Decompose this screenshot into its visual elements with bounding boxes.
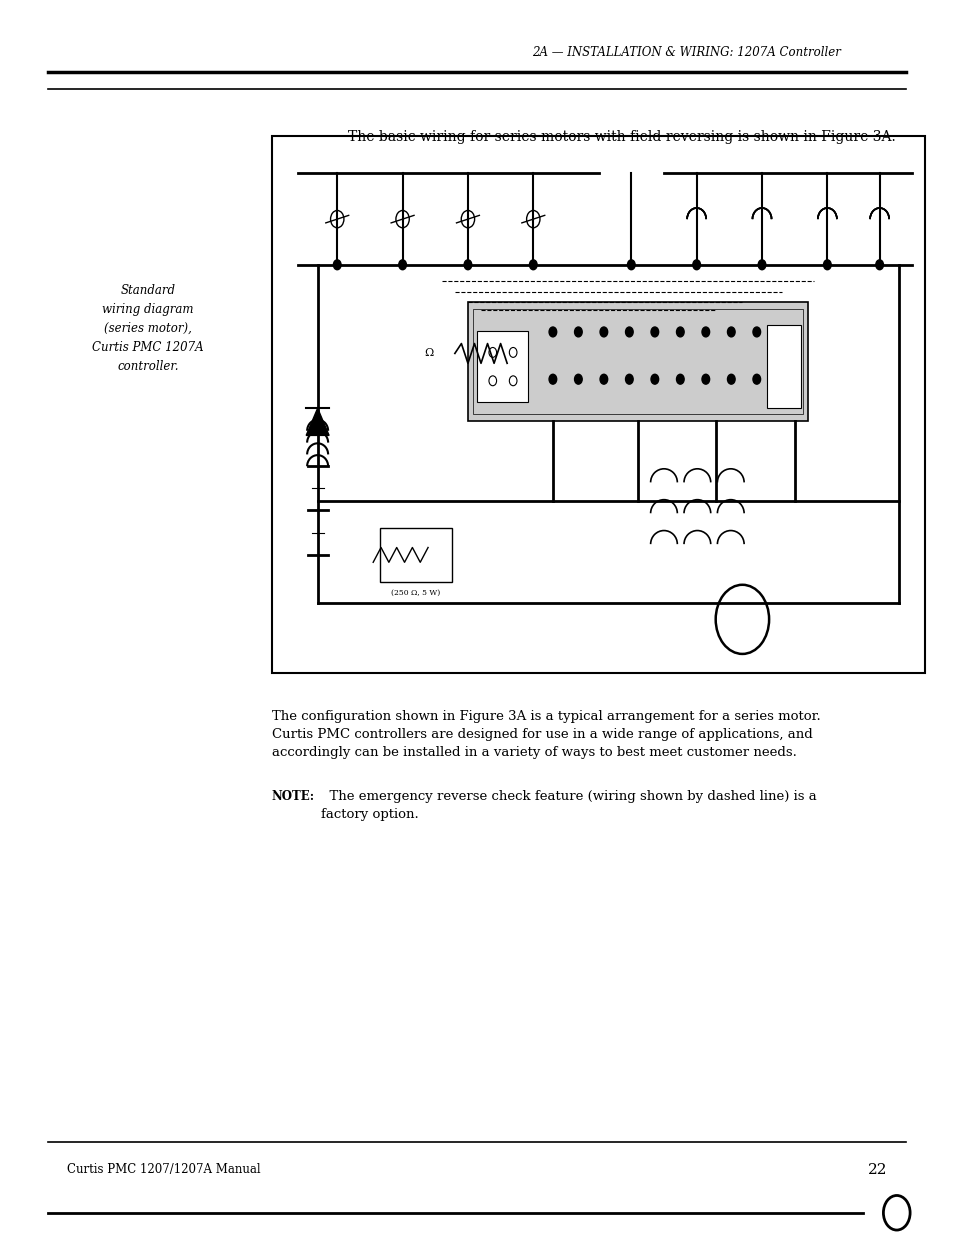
Text: Curtis PMC 1207/1207A Manual: Curtis PMC 1207/1207A Manual — [67, 1163, 260, 1177]
Circle shape — [822, 259, 830, 269]
Circle shape — [599, 374, 607, 384]
Circle shape — [599, 327, 607, 337]
Text: NOTE:: NOTE: — [272, 790, 314, 804]
Bar — [467, 303, 807, 421]
Circle shape — [727, 374, 735, 384]
Circle shape — [727, 327, 735, 337]
Circle shape — [692, 259, 700, 269]
Circle shape — [549, 374, 557, 384]
Circle shape — [701, 374, 709, 384]
Circle shape — [752, 374, 760, 384]
Polygon shape — [306, 409, 329, 436]
Bar — [766, 326, 801, 409]
Text: The emergency reverse check feature (wiring shown by dashed line) is a
factory o: The emergency reverse check feature (wir… — [321, 790, 817, 821]
Circle shape — [676, 374, 683, 384]
Circle shape — [627, 259, 635, 269]
Circle shape — [625, 327, 633, 337]
Circle shape — [529, 259, 537, 269]
Circle shape — [574, 327, 581, 337]
Circle shape — [701, 327, 709, 337]
Circle shape — [625, 374, 633, 384]
Bar — [272, 136, 924, 673]
Circle shape — [676, 327, 683, 337]
Bar — [476, 331, 528, 403]
Circle shape — [398, 259, 406, 269]
Text: The configuration shown in Figure 3A is a typical arrangement for a series motor: The configuration shown in Figure 3A is … — [272, 710, 820, 760]
Text: Ω: Ω — [424, 348, 433, 358]
Text: The basic wiring for series motors with field reversing is shown in Figure 3A.: The basic wiring for series motors with … — [348, 130, 895, 143]
Text: (250 Ω, 5 W): (250 Ω, 5 W) — [391, 589, 440, 598]
Circle shape — [549, 327, 557, 337]
Circle shape — [752, 327, 760, 337]
Text: 22: 22 — [867, 1163, 886, 1177]
Circle shape — [650, 327, 658, 337]
Circle shape — [875, 259, 882, 269]
Text: Standard
wiring diagram
(series motor),
Curtis PMC 1207A
controller.: Standard wiring diagram (series motor), … — [91, 284, 204, 373]
Text: 2A — INSTALLATION & WIRING: 1207A Controller: 2A — INSTALLATION & WIRING: 1207A Contro… — [532, 46, 841, 59]
Bar — [379, 529, 451, 582]
Bar — [472, 309, 802, 415]
Circle shape — [574, 374, 581, 384]
Circle shape — [334, 259, 340, 269]
Circle shape — [758, 259, 765, 269]
Circle shape — [463, 259, 471, 269]
Circle shape — [650, 374, 658, 384]
